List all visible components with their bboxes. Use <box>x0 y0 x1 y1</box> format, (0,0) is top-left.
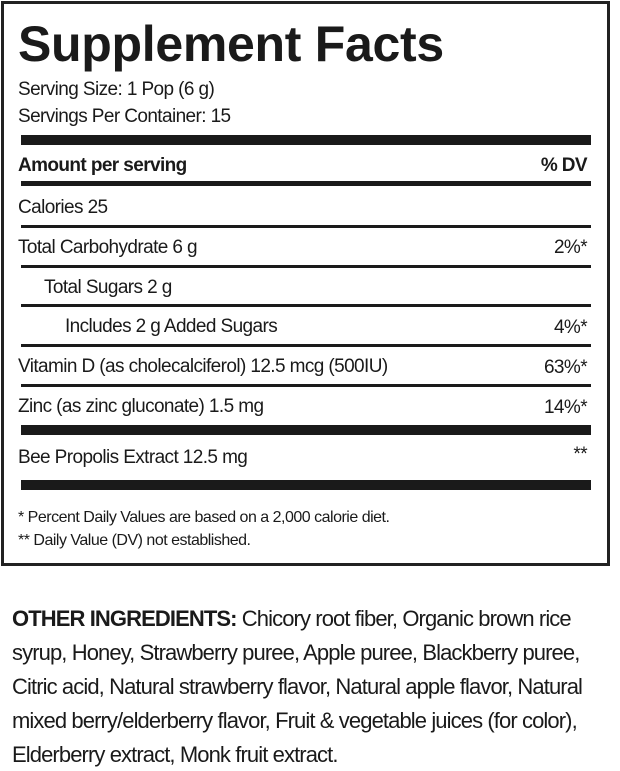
divider <box>21 304 591 307</box>
row-total-sugars: Total Sugars 2 g <box>44 277 172 298</box>
row-total-carbohydrate-dv: 2%* <box>553 237 588 258</box>
divider <box>21 265 591 268</box>
row-bee-propolis-dv: ** <box>573 444 587 465</box>
divider <box>21 480 591 490</box>
row-vitamin-d: Vitamin D (as cholecalciferol) 12.5 mcg … <box>18 356 388 377</box>
row-bee-propolis: Bee Propolis Extract 12.5 mg <box>18 447 248 468</box>
divider <box>21 344 591 347</box>
panel-title: Supplement Facts <box>18 16 444 72</box>
divider <box>21 181 591 186</box>
other-ingredients: OTHER INGREDIENTS: Chicory root fiber, O… <box>12 602 618 771</box>
row-zinc: Zinc (as zinc gluconate) 1.5 mg <box>18 396 264 417</box>
row-added-sugars: Includes 2 g Added Sugars <box>65 316 278 337</box>
dv-header: % DV <box>540 155 588 176</box>
row-calories: Calories 25 <box>18 197 108 218</box>
row-added-sugars-dv: 4%* <box>553 317 588 338</box>
row-zinc-dv: 14%* <box>543 397 588 418</box>
divider <box>21 135 591 145</box>
footnote-dv-not-established: ** Daily Value (DV) not established. <box>18 532 251 549</box>
amount-per-serving-header: Amount per serving <box>18 155 187 176</box>
divider <box>21 425 591 435</box>
row-vitamin-d-dv: 63%* <box>543 357 588 378</box>
supplement-facts-panel: Supplement Facts Serving Size: 1 Pop (6 … <box>1 1 610 566</box>
divider <box>21 384 591 387</box>
other-ingredients-label: OTHER INGREDIENTS: <box>12 606 237 631</box>
divider <box>21 225 591 228</box>
footnote-percent-dv: * Percent Daily Values are based on a 2,… <box>18 509 390 526</box>
serving-size: Serving Size: 1 Pop (6 g) <box>18 79 215 100</box>
row-total-carbohydrate: Total Carbohydrate 6 g <box>18 237 198 258</box>
servings-per-container: Servings Per Container: 15 <box>18 106 231 127</box>
other-ingredients-text: Chicory root fiber, Organic brown rice s… <box>12 606 583 767</box>
